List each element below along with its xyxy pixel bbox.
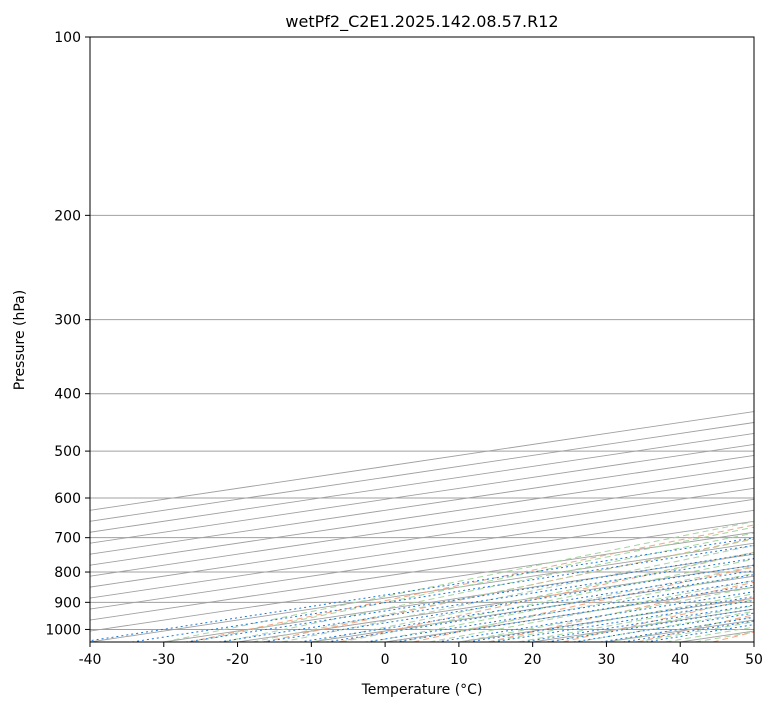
- x-tick-label: 20: [524, 652, 542, 668]
- mixing-ratio-line: [219, 557, 754, 642]
- isotherm-line: [90, 465, 754, 566]
- mixing-ratio-line: [436, 591, 754, 642]
- moist-adiabat: [458, 586, 754, 642]
- x-tick-label: 30: [598, 652, 616, 668]
- y-tick-label: 100: [54, 30, 81, 46]
- isotherm-line: [90, 520, 754, 621]
- x-axis-title: Temperature (°C): [361, 682, 483, 698]
- moist-adiabat: [281, 545, 754, 642]
- y-tick-label: 300: [54, 313, 81, 329]
- chart-title: wetPf2_C2E1.2025.142.08.57.R12: [285, 12, 558, 32]
- y-tick-label: 600: [54, 491, 81, 507]
- mixing-ratio-line: [365, 580, 754, 642]
- y-tick-label: 500: [54, 444, 81, 460]
- isotherm-line: [90, 454, 754, 555]
- plot-frame: [89, 36, 755, 643]
- mixing-ratio-line: [299, 570, 754, 642]
- y-axis: 1000 900 800 700 600 500 400 300 200 100: [45, 30, 90, 638]
- mixing-ratio-line: [326, 574, 754, 642]
- moist-adiabat: [340, 558, 754, 642]
- y-tick-label: 800: [54, 565, 81, 581]
- isotherm-line: [90, 498, 754, 599]
- background-lines: [90, 37, 754, 642]
- isotherm-line: [90, 443, 754, 544]
- mixing-ratio-line: [262, 564, 754, 642]
- x-tick-label: -10: [300, 652, 323, 668]
- moist-adiabat: [399, 572, 754, 642]
- isotherm-line: [90, 509, 754, 610]
- y-axis-title: Pressure (hPa): [12, 290, 28, 390]
- moist-adiabat: [488, 593, 754, 642]
- dry-adiabat: [413, 566, 754, 642]
- y-tick-label: 1000: [45, 622, 81, 638]
- y-tick-label: 900: [54, 595, 81, 611]
- y-tick-label: 200: [54, 208, 81, 224]
- mixing-ratio-line: [394, 584, 754, 642]
- x-tick-label: -30: [152, 652, 175, 668]
- x-tick-label: 0: [381, 652, 390, 668]
- x-tick-label: 10: [450, 652, 468, 668]
- dry-adiabat: [488, 581, 754, 642]
- x-tick-label: 50: [745, 652, 763, 668]
- x-tick-label: 40: [671, 652, 689, 668]
- moist-adiabat: [311, 551, 754, 642]
- isotherm-line: [90, 476, 754, 577]
- x-tick-label: -40: [79, 652, 102, 668]
- x-tick-label: -20: [226, 652, 249, 668]
- isotherm-line: [90, 487, 754, 588]
- x-axis: -40 -30 -20 -10 0 10 20 30 40 50: [79, 642, 763, 668]
- y-tick-label: 700: [54, 531, 81, 547]
- mixing-ratio-line: [90, 537, 754, 642]
- isotherm-line: [90, 531, 754, 632]
- dry-adiabat: [188, 524, 754, 642]
- y-tick-label: 400: [54, 387, 81, 403]
